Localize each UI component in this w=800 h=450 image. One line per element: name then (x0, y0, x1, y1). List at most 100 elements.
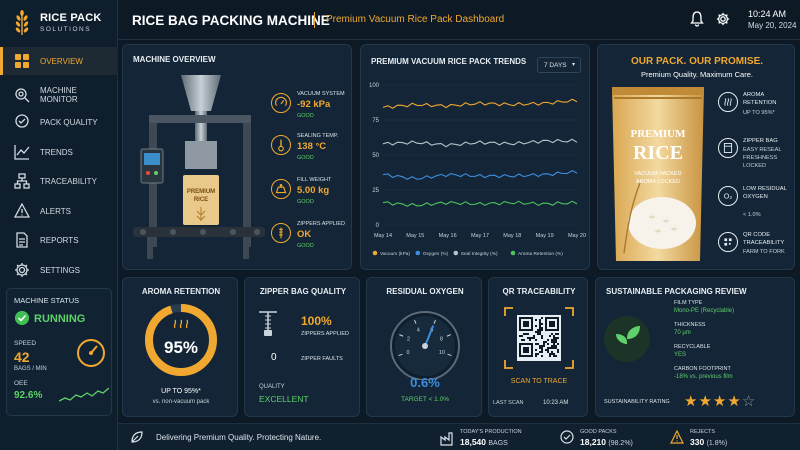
settings-gear-icon[interactable] (716, 12, 730, 26)
x-tick-label: May 16 (439, 233, 457, 239)
qr-module (523, 333, 525, 335)
machine-overview-title: MACHINE OVERVIEW (133, 55, 216, 64)
trends-panel: PREMIUM VACUUM RICE PACK TRENDS 7 DAYS ▾ … (360, 44, 590, 270)
qr-cta[interactable]: SCAN TO TRACE (510, 378, 568, 385)
leaf-badge-icon (604, 316, 650, 362)
y-tick-label: 25 (372, 188, 379, 194)
check-circle-icon (560, 430, 574, 444)
film-value: Mono-PE (Recyclable) (674, 308, 735, 314)
oxygen-icon: O₂ (718, 186, 738, 206)
qr-module (543, 345, 545, 347)
qr-icon (718, 232, 738, 252)
range-dropdown[interactable]: 7 DAYS ▾ (537, 57, 581, 73)
range-value: 7 DAYS (544, 62, 567, 69)
trend-chart: 0 25 50 75 100 May 14 May 15 May 16 May 17 May 18… (369, 83, 586, 257)
qr-module (539, 351, 541, 353)
rejects-value: 330 (690, 437, 705, 447)
x-tick-label: May 18 (503, 233, 521, 239)
star-icon: ★ (712, 393, 728, 410)
promo-headline: OUR PACK. OUR PROMISE. (630, 56, 764, 67)
qr-module (533, 335, 535, 337)
scale-icon (271, 179, 291, 199)
y-tick-label: 100 (369, 83, 380, 89)
nav-label: TRACEABILITY (40, 176, 97, 186)
document-icon (16, 232, 28, 248)
qr-module (547, 339, 549, 341)
svg-text:PREMIUM: PREMIUM (631, 128, 687, 140)
y-tick-label: 0 (376, 223, 380, 229)
nav-item-machine-monitor[interactable]: MACHINE MONITOR (0, 79, 118, 111)
qr-title: QR TRACEABILITY (502, 287, 576, 296)
recyclable-value: YES (674, 352, 687, 358)
production-row: 18,540 BAGS (460, 437, 508, 447)
oee-sparkline (59, 387, 109, 402)
nav-item-trends[interactable]: TRENDS (0, 138, 118, 166)
sustainability-title: SUSTAINABLE PACKAGING REVIEW (606, 287, 747, 296)
machine-overview-panel: MACHINE OVERVIEW PREMIUM RICE VACUUM SYS… (122, 44, 352, 270)
brand-tagline: SOLUTIONS (40, 26, 92, 33)
qr-code[interactable] (503, 306, 575, 370)
qr-module (541, 347, 543, 349)
aroma-steam-icon (173, 319, 189, 329)
qr-module (535, 349, 537, 351)
rice-stalk-logo-icon (15, 10, 29, 35)
x-tick-label: May 19 (536, 233, 554, 239)
nav-label: TRENDS (40, 147, 73, 157)
packing-machine-illustration: PREMIUM RICE (133, 75, 265, 259)
gear-icon (15, 263, 29, 277)
nav-item-settings[interactable]: SETTINGS (0, 256, 118, 284)
carbon-label: CARBON FOOTPRINT (674, 366, 731, 372)
aroma-value: 95% (163, 338, 199, 357)
qr-module (529, 337, 531, 339)
qr-module (537, 333, 539, 335)
line-chart-icon (14, 145, 30, 160)
qr-module (541, 337, 543, 339)
qr-module (521, 339, 523, 341)
qr-module (539, 331, 541, 333)
zipper-pull-icon (259, 311, 277, 336)
brand[interactable]: RICE PACK SOLUTIONS (10, 8, 110, 38)
x-tick-label: May 15 (406, 233, 424, 239)
qr-module (541, 349, 543, 351)
qr-module (541, 345, 543, 347)
warning-icon (14, 203, 30, 218)
bell-icon[interactable] (690, 11, 704, 27)
qr-module (555, 347, 557, 349)
qr-module (537, 343, 539, 345)
qr-module (539, 319, 541, 321)
oee-value: 92.6% (14, 390, 43, 401)
stat-value: 138 °C (297, 141, 327, 152)
qr-module (523, 339, 525, 341)
nav-item-reports[interactable]: REPORTS (0, 226, 118, 254)
qr-module (549, 335, 551, 337)
qr-module (539, 325, 541, 327)
legend-label: Aroma Retention (%) (518, 251, 563, 257)
speed-value: 42 (14, 349, 30, 365)
nav-item-pack-quality[interactable]: PACK QUALITY (0, 108, 118, 136)
series-line (382, 98, 578, 109)
rejects-pct: (1.8%) (706, 440, 728, 447)
nav-item-traceability[interactable]: TRACEABILITY (0, 167, 118, 195)
nav-item-overview[interactable]: OVERVIEW (0, 47, 118, 75)
film-label: FILM TYPE (674, 300, 703, 306)
qr-module (537, 353, 539, 355)
qr-module (553, 337, 555, 339)
last-scan-time: 10:23 AM (543, 400, 569, 406)
good-value: 18,210 (580, 437, 606, 447)
qr-module (547, 343, 549, 345)
legend-swatch (453, 250, 459, 256)
gauge-tick (447, 353, 452, 357)
star-icon: ★ (684, 393, 699, 410)
feature-sub: FARM TO FORK (743, 249, 785, 255)
leaf-icon (131, 431, 143, 443)
zipper-icon (271, 223, 291, 243)
qr-module (529, 339, 531, 341)
qr-module (551, 345, 553, 347)
feature-sub: EASY RESEAL FRESHNESS LOCKED (743, 147, 782, 169)
svg-text:RICE: RICE (194, 197, 208, 203)
zipper-title: ZIPPER BAG QUALITY (259, 287, 347, 296)
gauge-needle (424, 325, 435, 347)
nav-item-alerts[interactable]: ALERTS (0, 197, 118, 225)
svg-text:RICE: RICE (633, 142, 683, 164)
qr-module (545, 349, 547, 351)
